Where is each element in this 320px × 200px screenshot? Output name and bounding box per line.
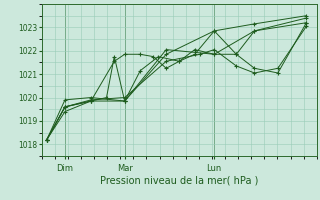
X-axis label: Pression niveau de la mer( hPa ): Pression niveau de la mer( hPa ) bbox=[100, 175, 258, 185]
